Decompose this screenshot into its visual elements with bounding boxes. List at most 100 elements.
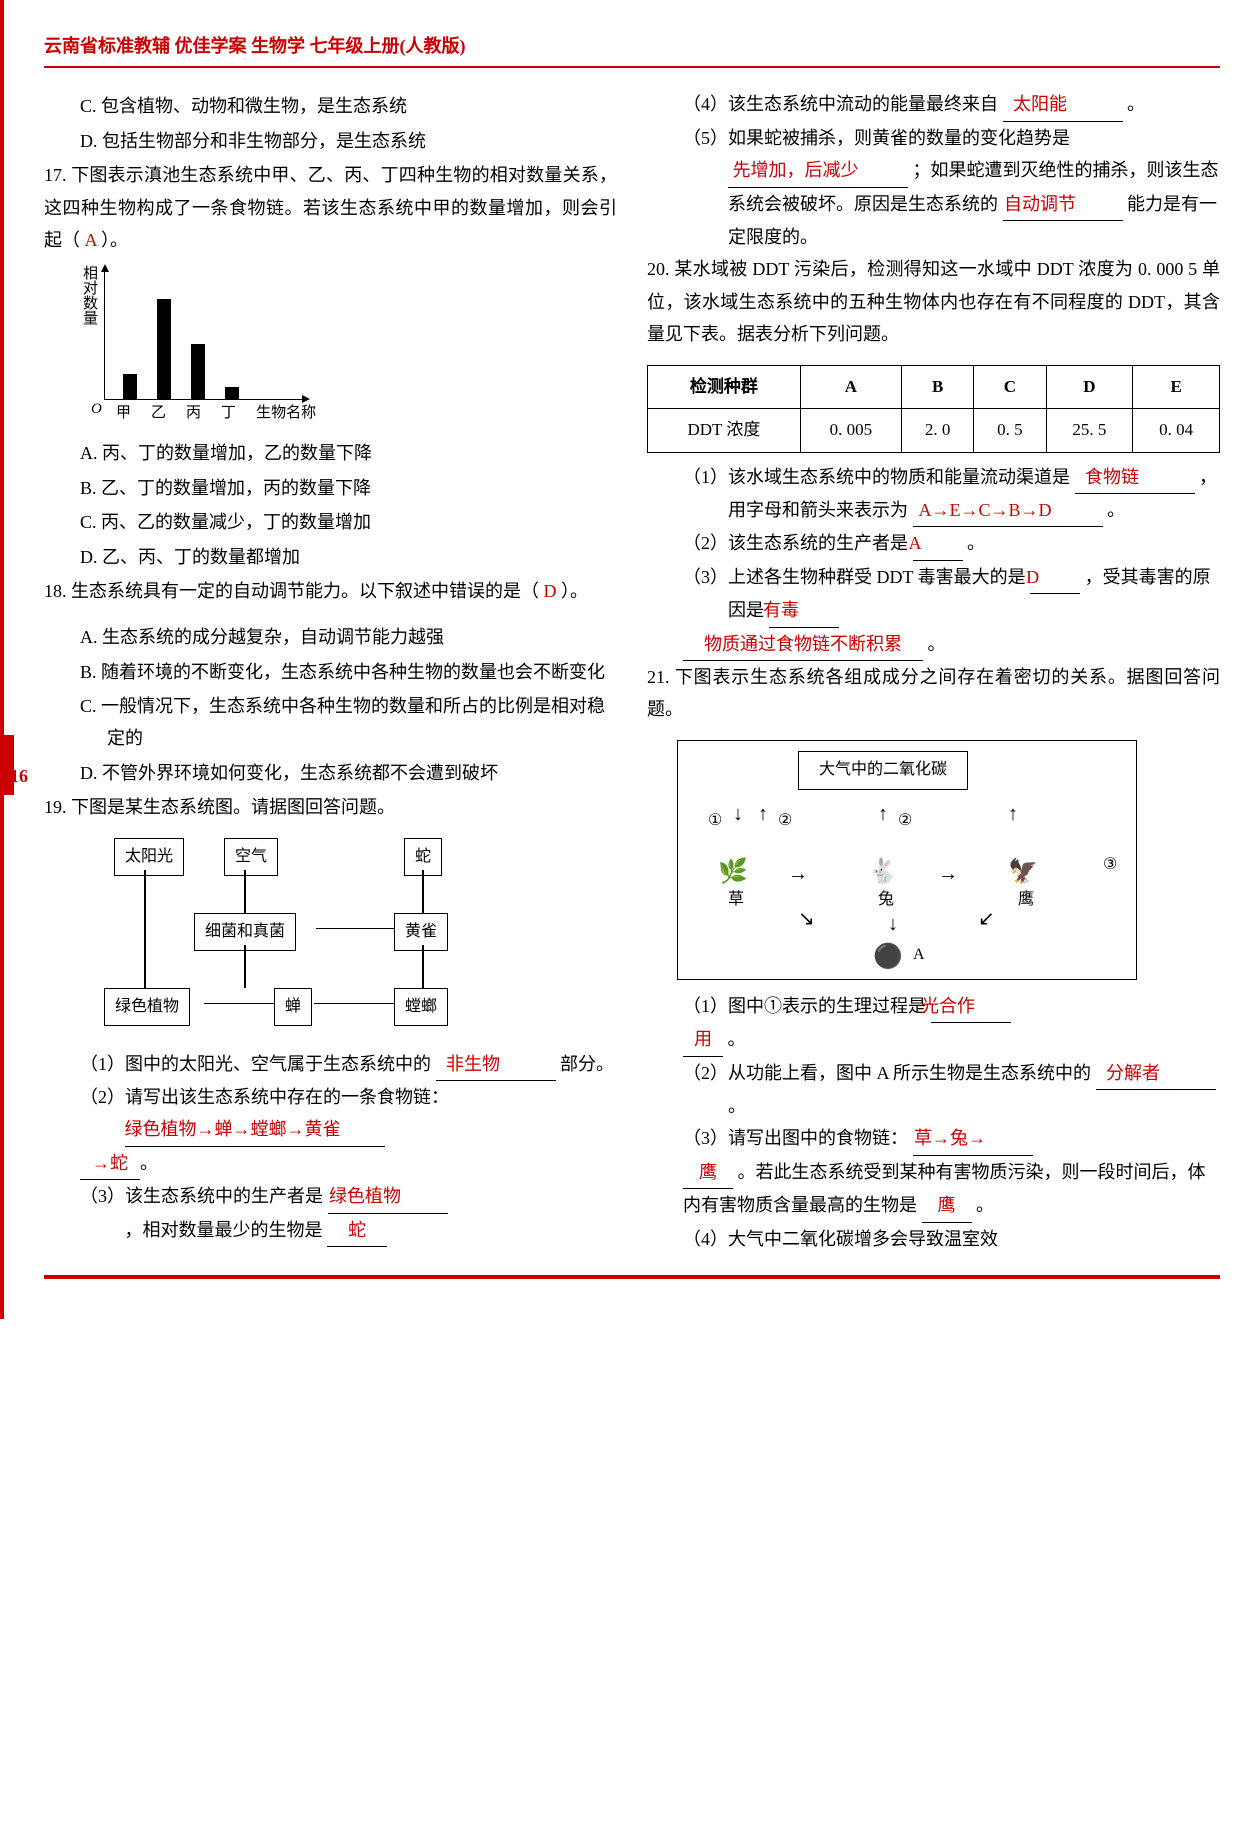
header-species: 检测种群	[648, 365, 801, 409]
text: （1）图中的太阳光、空气属于生态系统中的	[80, 1054, 431, 1074]
q19-sub2-cont: →蛇。	[44, 1147, 617, 1180]
text: （2）该生态系统的生产者是	[683, 533, 908, 553]
text: （4）该生态系统中流动的能量最终来自	[683, 94, 998, 114]
q19-stem: 下图是某生态系统图。请据图回答问题。	[71, 797, 395, 817]
q19-sub1: （1）图中的太阳光、空气属于生态系统中的 非生物 部分。	[89, 1048, 617, 1081]
header-e: E	[1133, 365, 1220, 409]
q20-sub3-answer2a: 有毒	[769, 594, 839, 627]
bar-bing	[191, 344, 205, 399]
text: （2）请写出该生态系统中存在的一条食物链：	[80, 1087, 449, 1107]
bar-jia	[123, 374, 137, 399]
right-column: （4）该生态系统中流动的能量最终来自 太阳能 。 （5）如果蛇被捕杀，则黄雀的数…	[647, 88, 1220, 1255]
q18-option-b: B. 随着环境的不断变化，生态系统中各种生物的数量也会不断变化	[80, 656, 617, 688]
worksheet-page: 云南省标准教辅 优佳学案 生物学 七年级上册(人教版) 16 C. 包含植物、动…	[0, 0, 1250, 1319]
line	[422, 945, 424, 988]
q19-sub3: （3）该生态系统中的生产者是 绿色植物	[89, 1180, 617, 1213]
q19-sub1-answer: 非生物	[436, 1048, 556, 1081]
q20-sub3-cont: 物质通过食物链不断积累 。	[647, 628, 1220, 661]
num-1-icon: ①	[708, 807, 722, 836]
text: 。	[1127, 94, 1145, 114]
box-air: 空气	[224, 838, 278, 877]
q17-option-c: C. 丙、乙的数量减少，丁的数量增加	[80, 506, 617, 538]
box-cicada: 蝉	[274, 988, 312, 1027]
num-2-icon: ②	[778, 807, 792, 836]
q17-option-a: A. 丙、丁的数量增加，乙的数量下降	[80, 437, 617, 469]
q17-option-b: B. 乙、丁的数量增加，丙的数量下降	[80, 472, 617, 504]
q20-sub1-answer1: 食物链	[1075, 461, 1195, 494]
q19-diagram: 太阳光 空气 蛇 细菌和真菌 黄雀 绿色植物 蝉 螳螂	[74, 838, 494, 1038]
arrow-icon: ↑	[878, 796, 888, 832]
arrow-icon: ↙	[978, 901, 995, 937]
box-sparrow: 黄雀	[394, 913, 448, 952]
q19-sub5-answer1: 先增加，后减少	[728, 154, 908, 187]
q21-sub1: （1）图中①表示的生理过程是 光合作	[692, 990, 1220, 1023]
bar-chart-axes: 相对数量 O	[104, 270, 304, 400]
val-d: 25. 5	[1046, 409, 1133, 453]
q21-diagram: 大气中的二氧化碳 ① ↓ ↑ ② ↑ ② ↑ ③ 🌿 草 → 🐇 兔 → 🦅 鹰…	[677, 740, 1137, 980]
q21-sub1-cont: 用 。	[647, 1023, 1220, 1056]
text: （3）请写出图中的食物链：	[683, 1128, 908, 1148]
q19-sub4: （4）该生态系统中流动的能量最终来自 太阳能 。	[692, 88, 1220, 121]
line	[244, 870, 246, 913]
grass-label: 草	[728, 886, 744, 915]
text: 。	[1107, 500, 1125, 520]
q19-sub2-answer1: 绿色植物→蝉→螳螂→黄雀	[125, 1113, 385, 1146]
footer-border	[44, 1275, 1220, 1279]
bar-ding	[225, 387, 239, 399]
q17-answer: A	[85, 230, 97, 250]
q20-stem: 某水域被 DDT 污染后，检测得知这一水域中 DDT 浓度为 0. 000 5 …	[647, 259, 1220, 344]
text: （3）该生态系统中的生产者是	[80, 1186, 323, 1206]
text: 。	[928, 634, 946, 654]
line	[244, 945, 246, 988]
text: 。	[967, 533, 985, 553]
page-number: 16	[10, 760, 28, 792]
line	[314, 1003, 394, 1005]
q18-option-d: D. 不管外界环境如何变化，生态系统都不会遭到破坏	[80, 757, 617, 789]
val-e: 0. 04	[1133, 409, 1220, 453]
text: （3）上述各生物种群受 DDT 毒害最大的是	[683, 567, 1026, 587]
box-sun: 太阳光	[114, 838, 184, 877]
q19-number: 19.	[44, 797, 71, 817]
y-axis-label: 相对数量	[75, 265, 102, 325]
q17-stem-close: ）。	[101, 230, 128, 250]
line	[422, 870, 424, 913]
table-header-row: 检测种群 A B C D E	[648, 365, 1220, 409]
text: （4）大气中二氧化碳增多会导致温室效	[683, 1229, 998, 1249]
page-header: 云南省标准教辅 优佳学案 生物学 七年级上册(人教版)	[44, 30, 1220, 68]
arrow-icon: →	[938, 856, 958, 892]
q21-sub1-answer-b: 用	[683, 1023, 723, 1056]
q21-sub1-answer-a: 光合作	[931, 990, 1011, 1023]
x-label-bing: 丙	[186, 400, 201, 427]
q20-sub3: （3）上述各生物种群受 DDT 毒害最大的是 D ，受其毒害的原因是 有毒	[692, 561, 1220, 628]
co2-box: 大气中的二氧化碳	[798, 751, 968, 790]
q19-sub5: （5）如果蛇被捕杀，则黄雀的数量的变化趋势是 先增加，后减少 ；如果蛇遭到灭绝性…	[692, 122, 1220, 254]
text: （2）从功能上看，图中 A 所示生物是生态系统中的	[683, 1063, 1091, 1083]
q18-option-c: C. 一般情况下，生态系统中各种生物的数量和所占的比例是相对稳定的	[80, 690, 617, 755]
q21-sub3-cont: 鹰 。若此生态系统受到某种有害物质污染，则一段时间后，体内有害物质含量最高的生物…	[647, 1156, 1220, 1223]
q17-number: 17.	[44, 165, 71, 185]
header-c: C	[974, 365, 1046, 409]
q19-sub3-answer1: 绿色植物	[328, 1180, 448, 1213]
q18-option-a: A. 生态系统的成分越复杂，自动调节能力越强	[80, 621, 617, 653]
question-17: 17. 下图表示滇池生态系统中甲、乙、丙、丁四种生物的相对数量关系，这四种生物构…	[44, 159, 617, 256]
q20-sub3-answer2b: 物质通过食物链不断积累	[683, 628, 923, 661]
q21-sub2-answer: 分解者	[1096, 1057, 1216, 1090]
q16-option-d: D. 包括生物部分和非生物部分，是生态系统	[80, 125, 617, 157]
q21-sub3: （3）请写出图中的食物链： 草→兔→	[692, 1122, 1220, 1155]
row-label: DDT 浓度	[648, 409, 801, 453]
line	[204, 1003, 274, 1005]
q21-stem: 下图表示生态系统各组成成分之间存在着密切的关系。据图回答问题。	[647, 667, 1220, 719]
eagle-label: 鹰	[1018, 886, 1034, 915]
ddt-table: 检测种群 A B C D E DDT 浓度 0. 005 2. 0 0. 5 2…	[647, 365, 1220, 453]
question-21: 21. 下图表示生态系统各组成成分之间存在着密切的关系。据图回答问题。	[647, 661, 1220, 726]
q19-sub2: （2）请写出该生态系统中存在的一条食物链： 绿色植物→蝉→螳螂→黄雀	[89, 1081, 617, 1147]
x-label-ding: 丁	[221, 400, 236, 427]
num-3-icon: ③	[1103, 851, 1117, 880]
q21-sub3-answer-b: 鹰	[683, 1156, 733, 1189]
val-c: 0. 5	[974, 409, 1046, 453]
q18-number: 18.	[44, 581, 71, 601]
q19-sub5-answer2: 自动调节	[1003, 188, 1123, 221]
q20-sub2: （2）该生态系统的生产者是 A 。	[692, 527, 1220, 560]
text: （1）该水域生态系统中的物质和能量流动渠道是	[683, 467, 1070, 487]
q19-sub2-answer2: →蛇	[80, 1147, 140, 1180]
